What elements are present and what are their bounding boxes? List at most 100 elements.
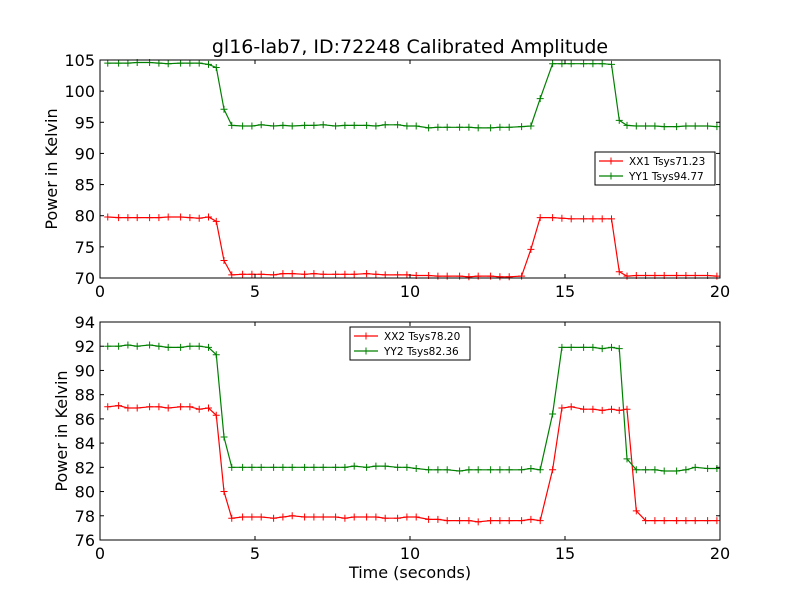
data-point bbox=[443, 517, 451, 525]
data-point bbox=[319, 121, 327, 129]
data-point bbox=[301, 463, 309, 471]
data-point bbox=[456, 517, 464, 525]
data-point bbox=[598, 345, 606, 353]
data-point bbox=[239, 513, 247, 521]
data-point bbox=[124, 404, 132, 412]
data-point bbox=[615, 345, 623, 353]
data-point bbox=[632, 466, 640, 474]
data-point bbox=[394, 121, 402, 129]
data-point bbox=[270, 514, 278, 522]
data-point bbox=[155, 403, 163, 411]
data-point bbox=[228, 514, 236, 522]
data-point bbox=[623, 405, 631, 413]
data-point bbox=[372, 270, 380, 278]
legend-label: XX1 Tsys71.23 bbox=[629, 156, 705, 168]
data-point bbox=[589, 343, 597, 351]
data-point bbox=[279, 121, 287, 129]
x-tick-label: 5 bbox=[250, 544, 260, 563]
data-point bbox=[195, 342, 203, 350]
data-point bbox=[642, 517, 650, 525]
data-point bbox=[536, 214, 544, 222]
legend-box bbox=[349, 326, 471, 361]
data-point bbox=[332, 270, 340, 278]
x-tick-label: 5 bbox=[250, 282, 260, 301]
series-YY2 Tsys82.36 bbox=[104, 341, 721, 475]
data-point bbox=[228, 463, 236, 471]
data-point bbox=[623, 455, 631, 463]
legend-label: YY1 Tsys94.77 bbox=[628, 171, 704, 183]
series-XX1 Tsys71.23 bbox=[104, 213, 721, 281]
data-point bbox=[310, 463, 318, 471]
data-point bbox=[195, 59, 203, 67]
data-point bbox=[632, 507, 640, 515]
data-point bbox=[155, 214, 163, 222]
y-tick-label: 95 bbox=[75, 113, 95, 132]
y-tick-label: 80 bbox=[75, 207, 95, 226]
legend-marker bbox=[362, 347, 370, 355]
data-point bbox=[474, 518, 482, 526]
data-point bbox=[239, 122, 247, 130]
data-point bbox=[350, 513, 358, 521]
data-point bbox=[301, 121, 309, 129]
data-point bbox=[350, 121, 358, 129]
data-point bbox=[212, 411, 220, 419]
data-point bbox=[673, 517, 681, 525]
data-point bbox=[549, 214, 557, 222]
x-tick-label: 0 bbox=[95, 282, 105, 301]
data-point bbox=[288, 122, 296, 130]
data-point bbox=[496, 123, 504, 131]
data-point bbox=[580, 215, 588, 223]
data-point bbox=[186, 403, 194, 411]
data-point bbox=[651, 466, 659, 474]
data-point bbox=[341, 121, 349, 129]
data-point bbox=[558, 404, 566, 412]
data-point bbox=[195, 405, 203, 413]
y-tick-label: 94 bbox=[75, 313, 95, 332]
data-point bbox=[363, 270, 371, 278]
data-point bbox=[691, 463, 699, 471]
data-point bbox=[363, 463, 371, 471]
data-point bbox=[381, 121, 389, 129]
data-point bbox=[642, 122, 650, 130]
y-tick-label: 78 bbox=[75, 507, 95, 526]
data-point bbox=[288, 463, 296, 471]
data-point bbox=[691, 122, 699, 130]
data-point bbox=[205, 60, 212, 68]
data-point bbox=[381, 514, 389, 522]
y-tick-label: 70 bbox=[75, 269, 95, 288]
data-point bbox=[332, 463, 340, 471]
y-tick-label: 84 bbox=[75, 434, 95, 453]
data-point bbox=[403, 271, 411, 279]
data-point bbox=[319, 270, 327, 278]
data-point bbox=[177, 59, 185, 67]
data-point bbox=[549, 466, 557, 474]
x-axis-label: Time (seconds) bbox=[348, 563, 471, 582]
y-tick-label: 76 bbox=[75, 531, 95, 550]
data-point bbox=[146, 403, 154, 411]
data-point bbox=[642, 466, 650, 474]
data-point bbox=[425, 515, 433, 523]
x-tick-label: 0 bbox=[95, 544, 105, 563]
series-XX2 Tsys78.20 bbox=[104, 402, 721, 526]
data-point bbox=[434, 515, 442, 523]
data-point bbox=[567, 215, 575, 223]
data-point bbox=[443, 466, 451, 474]
data-point bbox=[536, 466, 544, 474]
data-point bbox=[660, 123, 668, 131]
data-point bbox=[465, 123, 473, 131]
data-point bbox=[615, 268, 623, 276]
y-tick-label: 90 bbox=[75, 144, 95, 163]
data-point bbox=[474, 124, 482, 132]
series-line bbox=[107, 61, 717, 129]
x-tick-label: 20 bbox=[710, 544, 730, 563]
data-point bbox=[363, 513, 371, 521]
y-tick-label: 85 bbox=[75, 176, 95, 195]
legend-marker bbox=[607, 157, 615, 165]
data-point bbox=[673, 467, 681, 475]
data-point bbox=[615, 406, 623, 414]
data-point bbox=[412, 465, 420, 473]
data-point bbox=[527, 465, 535, 473]
data-point bbox=[434, 466, 442, 474]
data-point bbox=[505, 123, 513, 131]
data-point bbox=[270, 271, 278, 279]
